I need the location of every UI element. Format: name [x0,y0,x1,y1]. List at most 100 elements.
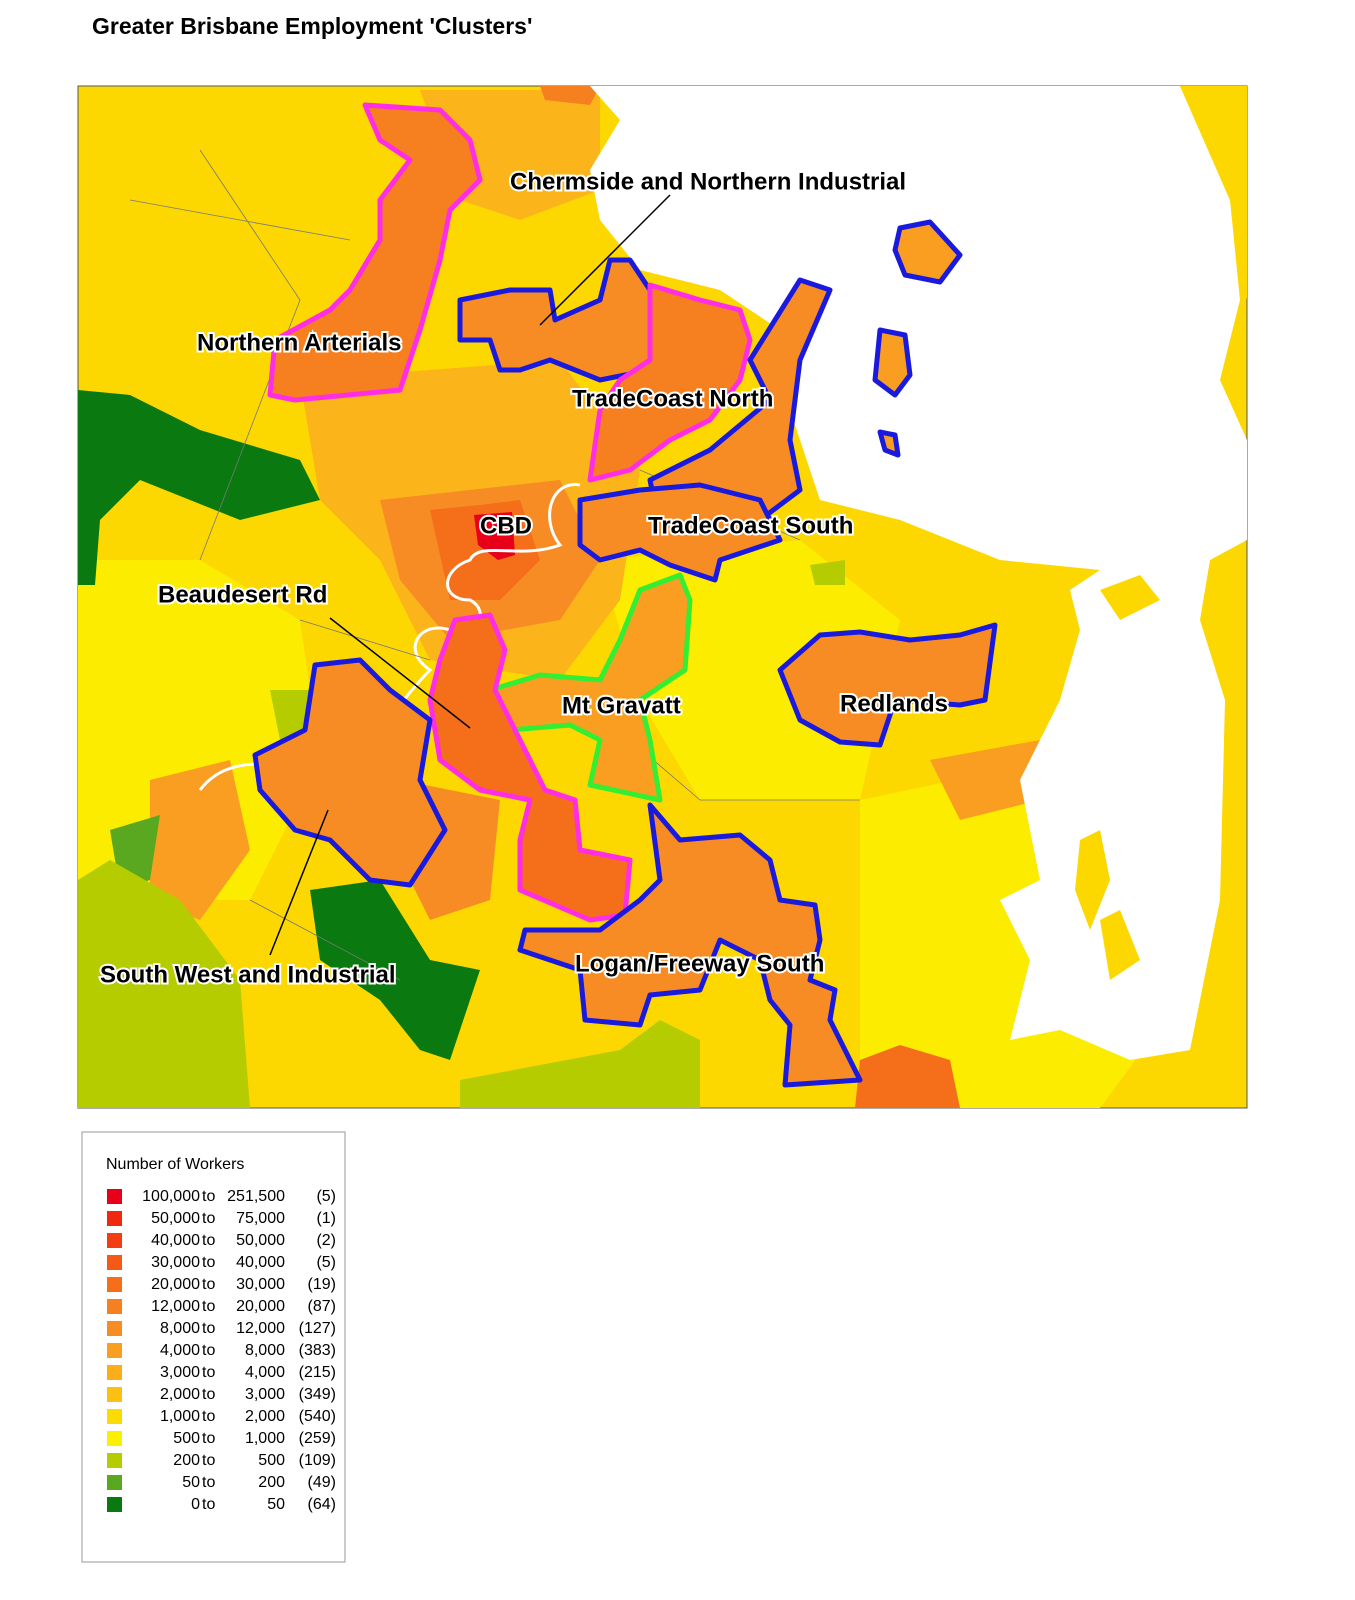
legend-from: 500 [173,1430,200,1447]
island [1075,575,1160,980]
legend-to-word: to [202,1386,215,1403]
legend-to-word: to [202,1496,215,1513]
legend-count: (49) [308,1474,336,1491]
green-region [270,690,310,740]
legend-to: 50,000 [236,1232,285,1249]
region [1180,86,1247,300]
cluster-label: Mt Gravatt [562,692,681,719]
legend-to: 4,000 [245,1364,285,1381]
cluster-label: Logan/Freeway South [575,950,824,977]
legend-swatch [107,1409,122,1424]
leader-line [269,809,329,956]
cluster-label: Redlands [840,690,948,717]
cluster-label: TradeCoast South [648,512,853,539]
legend-count: (19) [308,1276,336,1293]
legend-to: 200 [258,1474,285,1491]
legend-to-word: to [202,1430,215,1447]
moreton-bay [590,86,1247,1060]
legend-swatch [107,1299,122,1314]
legend-swatch [107,1475,122,1490]
cluster-label: TradeCoast North [572,385,773,412]
legend-count: (1) [316,1210,336,1227]
legend-from: 3,000 [160,1364,200,1381]
legend-to: 251,500 [227,1188,285,1205]
legend: Number of Workers 100,000 to 251,500 (5)50,… [81,1131,346,1563]
legend-swatch [107,1431,122,1446]
legend-to: 2,000 [245,1408,285,1425]
legend-to-word: to [202,1364,215,1381]
legend-from: 30,000 [151,1254,200,1271]
cluster-outline [517,802,863,1088]
legend-to-word: to [202,1342,215,1359]
region [150,760,250,920]
legend-from: 200 [173,1452,200,1469]
legend-to-word: to [202,1188,215,1205]
legend-title: Number of Workers [106,1156,244,1173]
legend-from: 50 [182,1474,200,1491]
legend-swatch [107,1343,122,1358]
legend-count: (109) [299,1452,336,1469]
legend-count: (2) [316,1232,336,1249]
legend-from: 12,000 [151,1298,200,1315]
green-region [810,560,845,585]
cluster-label: South West and Industrial [100,961,396,988]
legend-from: 0 [191,1496,200,1513]
legend-swatch [107,1497,122,1512]
legend-swatch [107,1255,122,1270]
cluster-outline [267,102,483,403]
legend-from: 50,000 [151,1210,200,1227]
region [78,560,320,900]
green-region [310,880,480,1060]
legend-to: 75,000 [236,1210,285,1227]
legend-count: (127) [299,1320,336,1337]
legend-count: (540) [299,1408,336,1425]
legend-to: 20,000 [236,1298,285,1315]
legend-count: (259) [299,1430,336,1447]
legend-count: (349) [299,1386,336,1403]
cluster-label: Northern Arterials [197,329,402,356]
legend-swatch [107,1233,122,1248]
cluster-outline [487,572,693,803]
legend-to-word: to [202,1298,215,1315]
cbd-region [474,512,515,560]
legend-from: 1,000 [160,1408,200,1425]
legend-count: (5) [316,1254,336,1271]
cluster-label: CBD [480,512,532,539]
legend-count: (5) [316,1188,336,1205]
green-region [78,860,250,1108]
legend-to-word: to [202,1320,215,1337]
legend-to: 30,000 [236,1276,285,1293]
legend-swatch [107,1189,122,1204]
legend-to: 40,000 [236,1254,285,1271]
cluster-outline [877,429,901,458]
legend-swatch [107,1365,122,1380]
legend-to: 3,000 [245,1386,285,1403]
legend-from: 4,000 [160,1342,200,1359]
legend-from: 20,000 [151,1276,200,1293]
clusters [252,102,998,1088]
cluster-labels: Chermside and Northern Industrial Northe… [98,166,950,990]
legend-count: (87) [308,1298,336,1315]
legend-to-word: to [202,1408,215,1425]
legend-to-word: to [202,1210,215,1227]
region [930,740,1040,820]
legend-from: 8,000 [160,1320,200,1337]
legend-from: 2,000 [160,1386,200,1403]
cluster-label: Beaudesert Rd [158,581,327,608]
legend-to-word: to [202,1254,215,1271]
legend-to: 50 [267,1496,285,1513]
legend-from: 100,000 [142,1188,200,1205]
cluster-outline [252,657,448,888]
map-title: Greater Brisbane Employment 'Clusters' [92,13,532,39]
legend-swatch [107,1321,122,1336]
legend-to-word: to [202,1452,215,1469]
cluster-outline [872,327,913,398]
leader-line [329,617,471,729]
legend-to: 12,000 [236,1320,285,1337]
legend-to: 1,000 [245,1430,285,1447]
region [540,86,600,105]
region [855,1045,960,1108]
legend-from: 40,000 [151,1232,200,1249]
